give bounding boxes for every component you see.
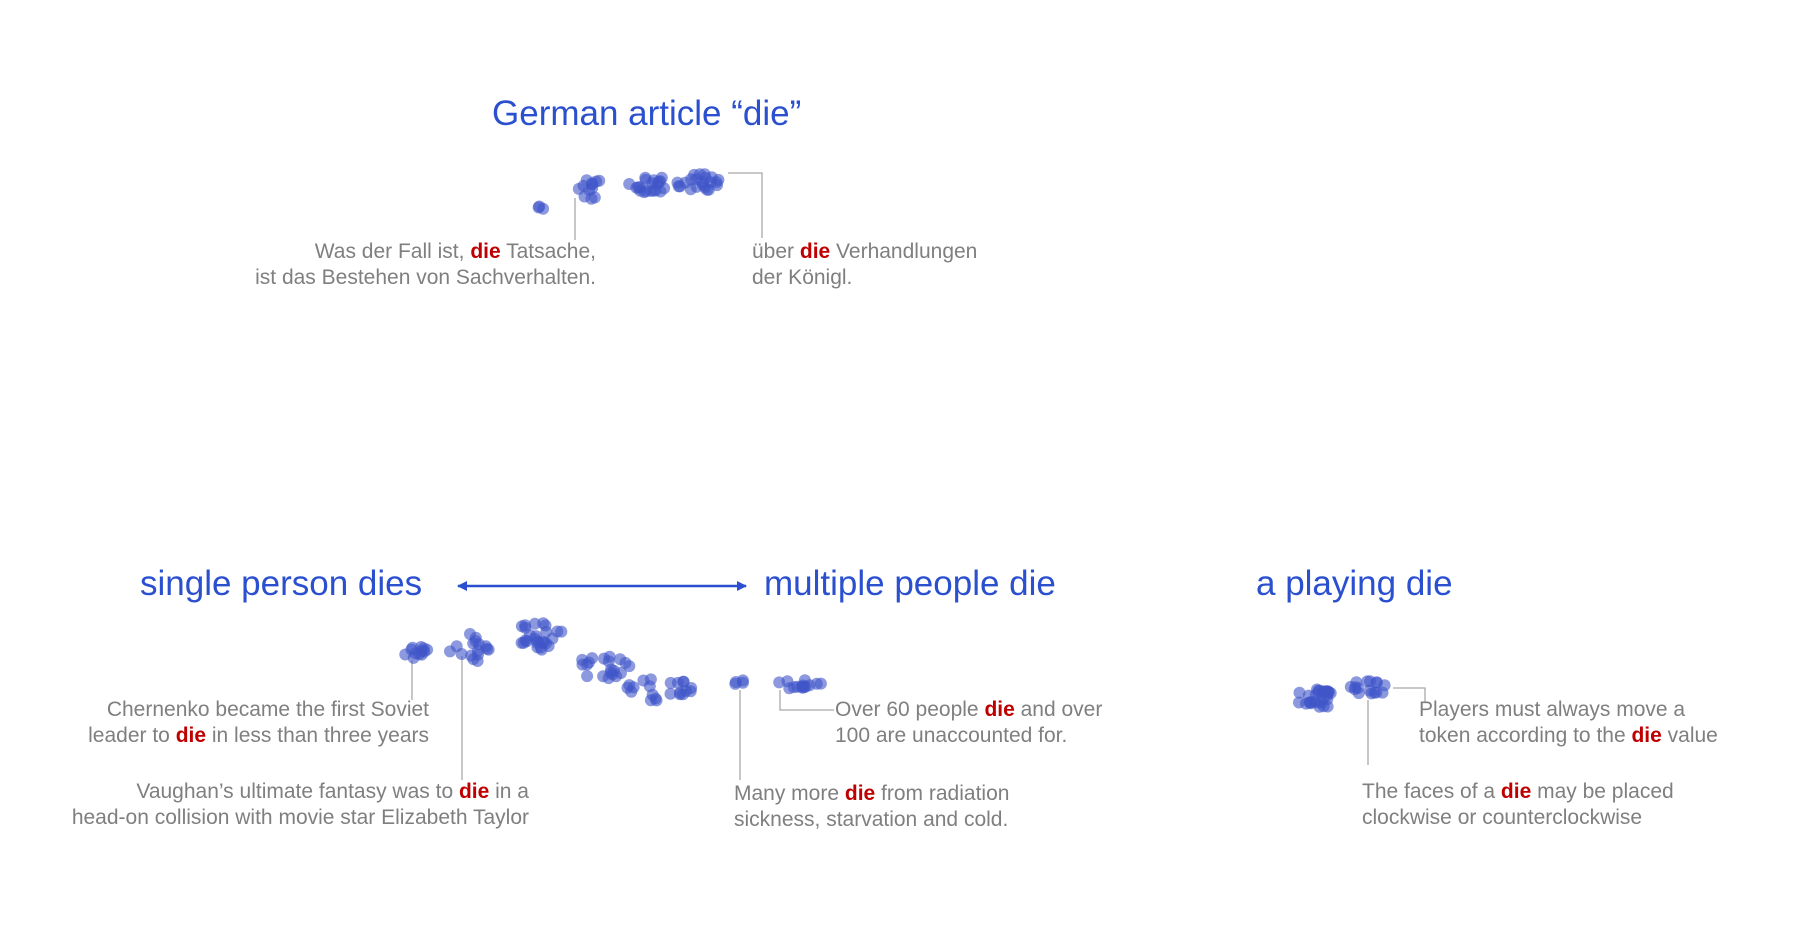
cluster-single-c <box>515 617 568 656</box>
embedding-dot <box>677 688 689 701</box>
embedding-dot <box>1293 686 1306 699</box>
title-playing-die: a playing die <box>1256 564 1453 603</box>
cluster-german-b <box>572 174 606 205</box>
embedding-dot <box>650 694 663 707</box>
cluster-playing-b <box>1344 675 1391 700</box>
embedding-dot <box>1317 700 1330 713</box>
embedding-dot <box>581 658 593 671</box>
embedding-dot <box>1364 675 1376 688</box>
embedding-dot <box>515 620 528 633</box>
cluster-german-d <box>671 168 725 196</box>
cluster-single-d <box>576 650 636 685</box>
embedding-dot <box>634 184 647 197</box>
embedding-dot <box>647 184 660 197</box>
leader-lines <box>411 172 1426 780</box>
embedding-dot <box>546 632 559 645</box>
embedding-dot <box>519 634 532 647</box>
highlight-die: die <box>984 698 1015 721</box>
highlight-die: die <box>1631 724 1662 747</box>
embedding-dot <box>614 653 627 666</box>
cluster-german-a <box>532 200 550 215</box>
title-single-person: single person dies <box>140 564 423 603</box>
point-clouds <box>399 168 1391 713</box>
embedding-dot <box>1370 686 1383 699</box>
cluster-multiple-a <box>729 674 749 690</box>
embedding-dot <box>603 650 616 663</box>
embedding-dot <box>578 190 591 203</box>
caption-players: Players must always move a token accordi… <box>1419 698 1718 747</box>
highlight-die: die <box>844 782 876 805</box>
cluster-german-c <box>623 171 671 199</box>
cluster-single-b <box>444 628 495 667</box>
embedding-dot <box>528 617 541 630</box>
embedding-dot <box>532 201 545 214</box>
embedding-dot <box>469 635 482 647</box>
embedding-dot <box>405 643 418 656</box>
embedding-dot <box>672 180 685 193</box>
embedding-dot <box>623 660 636 673</box>
caption-german-right: über die Verhandlungen der Königl. <box>752 240 978 289</box>
cluster-playing-a <box>1293 683 1337 713</box>
caption-german-left: Was der Fall ist, die Tatsache, ist das … <box>255 240 596 289</box>
highlight-die: die <box>458 780 490 803</box>
embedding-dot <box>773 676 786 689</box>
highlight-die: die <box>1500 780 1532 803</box>
caption-vaughan: Vaughan’s ultimate fantasy was to die in… <box>71 780 529 829</box>
embedding-dot <box>581 670 594 683</box>
embedding-dot <box>671 676 684 689</box>
embedding-dot <box>814 677 827 690</box>
embedding-dot <box>604 666 617 679</box>
embedding-dot <box>623 178 636 190</box>
embedding-dot <box>539 619 552 632</box>
embedding-dot <box>588 191 601 204</box>
caption-over-60: Over 60 people die and over 100 are unac… <box>835 698 1103 747</box>
caption-many-more: Many more die from radiation sickness, s… <box>734 782 1010 831</box>
highlight-die: die <box>470 240 501 263</box>
embedding-dot <box>783 682 796 695</box>
embedding-dot <box>664 687 677 700</box>
highlight-die: die <box>799 240 831 263</box>
caption-chernenko: Chernenko became the first Soviet leader… <box>88 698 429 747</box>
cluster-single-e <box>621 673 698 707</box>
embedding-dot <box>729 676 742 688</box>
cluster-single-a <box>399 641 434 664</box>
title-multiple-people: multiple people die <box>764 564 1056 603</box>
embedding-dot <box>1348 683 1361 696</box>
embedding-dot <box>455 648 468 660</box>
caption-faces: The faces of a die may be placed clockwi… <box>1362 780 1674 829</box>
cluster-multiple-b <box>773 674 827 695</box>
title-german-article: German article “die” <box>492 94 802 133</box>
embedding-dot <box>586 182 599 195</box>
embedding-dot <box>481 642 493 655</box>
embedding-dot <box>644 673 657 686</box>
embedding-dot <box>1293 696 1305 709</box>
embedding-dot <box>623 679 636 692</box>
leader-players <box>1393 687 1426 702</box>
embedding-dot <box>684 183 697 196</box>
embedding-dot <box>555 625 568 638</box>
leader-over-60 <box>779 690 834 711</box>
embedding-dot <box>444 645 456 658</box>
highlight-die: die <box>175 724 207 747</box>
embedding-dot <box>537 636 550 649</box>
embedding-dot <box>795 680 808 693</box>
embedding-dot <box>699 171 712 184</box>
leader-german-right <box>728 172 763 238</box>
embedding-dot <box>471 655 484 667</box>
